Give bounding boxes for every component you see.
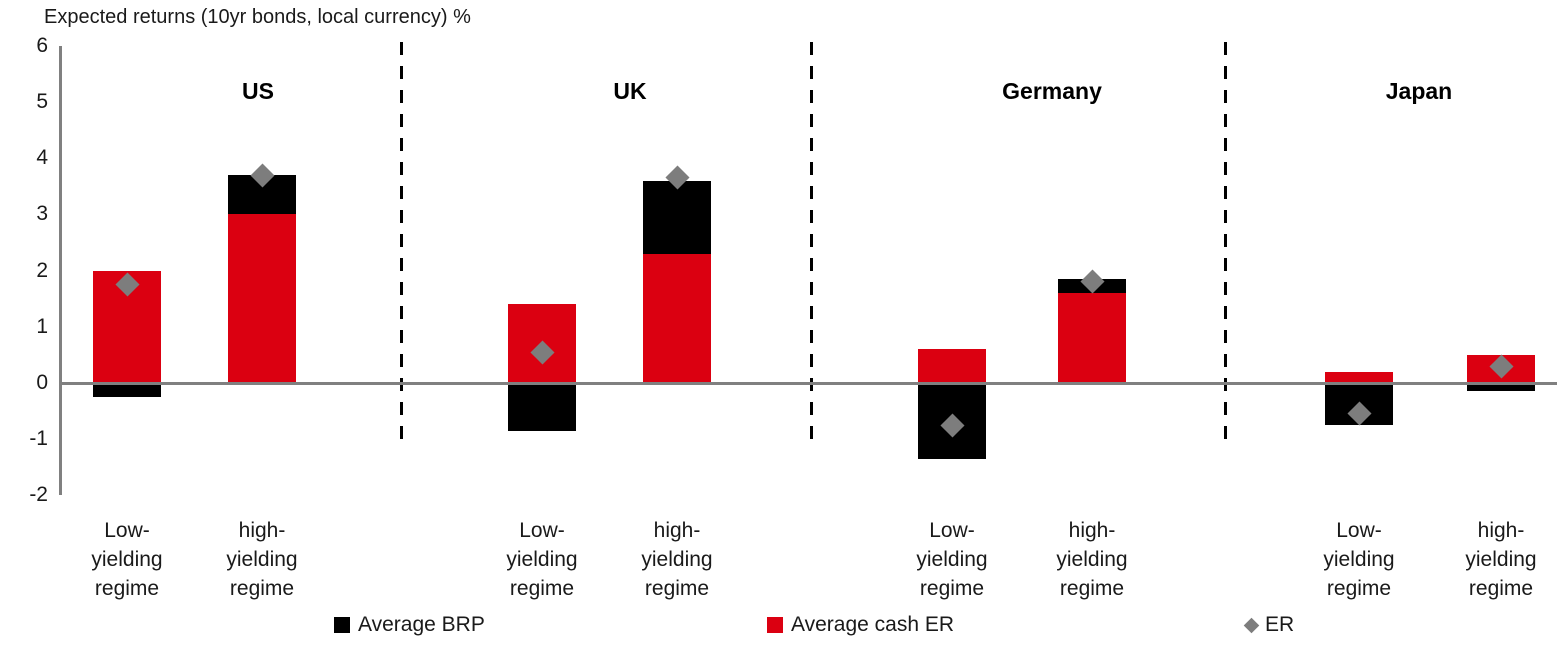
x-category-label: high-yielding regime bbox=[1465, 519, 1537, 600]
x-category-label: Low-yielding regime bbox=[91, 519, 163, 600]
x-category-label: high-yielding regime bbox=[226, 519, 298, 600]
cash-er-swatch-icon bbox=[767, 617, 783, 633]
y-axis-tick-label: 3 bbox=[36, 202, 48, 226]
y-axis-tick-label: -1 bbox=[29, 427, 48, 451]
bar-segment-avg-cash-er bbox=[1325, 371, 1393, 383]
bar-segment-avg-cash-er bbox=[918, 349, 986, 383]
y-axis-tick-label: 0 bbox=[36, 371, 48, 394]
x-category-label: high-yielding regime bbox=[641, 519, 713, 600]
bar-segment-avg-brp bbox=[508, 383, 576, 431]
bar-segment-avg-brp bbox=[643, 180, 711, 254]
y-axis-tick-label: 1 bbox=[36, 314, 48, 338]
bar-segment-avg-cash-er bbox=[1058, 293, 1126, 383]
x-category-label: high-yielding regime bbox=[1056, 519, 1128, 600]
y-axis-tick-label: 4 bbox=[36, 146, 48, 170]
y-axis-tick-label: -2 bbox=[29, 483, 48, 507]
legend-label-average-brp: Average BRP bbox=[358, 613, 485, 636]
group-label-us: US bbox=[242, 78, 274, 104]
group-label-uk: UK bbox=[613, 78, 647, 104]
y-axis-tick-label: 6 bbox=[36, 33, 48, 57]
section-divider bbox=[810, 42, 813, 442]
legend-label-average-cash-er: Average cash ER bbox=[791, 613, 955, 636]
y-axis-tick-label: 2 bbox=[36, 258, 48, 282]
y-axis-tick-label: 5 bbox=[36, 90, 48, 113]
bar-segment-avg-cash-er bbox=[228, 214, 296, 383]
legend-item-er: ER bbox=[1243, 611, 1295, 639]
group-label-germany: Germany bbox=[1002, 78, 1102, 104]
bar-segment-avg-brp bbox=[93, 383, 161, 398]
legend-item-average-brp: Average BRP bbox=[334, 611, 485, 639]
legend-label-er: ER bbox=[1265, 613, 1295, 636]
brp-swatch-icon bbox=[334, 617, 350, 633]
x-category-label: Low-yielding regime bbox=[1323, 519, 1395, 600]
chart-title: Expected returns (10yr bonds, local curr… bbox=[44, 6, 471, 28]
section-divider bbox=[1224, 42, 1227, 442]
group-label-japan: Japan bbox=[1385, 78, 1453, 104]
legend-item-average-cash-er: Average cash ER bbox=[767, 611, 954, 639]
zero-line bbox=[59, 382, 1557, 385]
er-diamond-icon bbox=[1243, 617, 1260, 633]
x-category-label: Low-yielding regime bbox=[916, 519, 988, 600]
bar-segment-avg-brp bbox=[1467, 383, 1535, 392]
bar-segment-avg-cash-er bbox=[643, 253, 711, 383]
x-category-label: Low-yielding regime bbox=[506, 519, 578, 600]
y-axis-line bbox=[59, 45, 62, 496]
section-divider bbox=[400, 42, 403, 442]
